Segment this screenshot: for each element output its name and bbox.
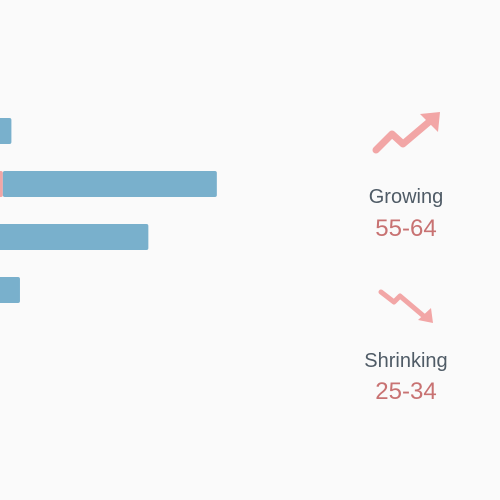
shrinking-label: Shrinking: [364, 350, 448, 372]
growing-age-range: 55-64: [375, 215, 437, 242]
bar-row-1-segment-2: [0, 118, 12, 144]
trend-up-arrow-icon: [372, 112, 440, 154]
trend-down-arrow-icon: [378, 289, 433, 323]
bar-row-2-segment-2: [2, 171, 217, 197]
bar-row-2-segment-1: [0, 171, 3, 197]
bar-row-4-segment-2: [0, 277, 20, 303]
growing-label: Growing: [368, 186, 444, 208]
bar-chart: [0, 118, 217, 303]
shrinking-age-range: 25-34: [375, 378, 437, 405]
bar-row-3-segment-2: [0, 224, 149, 250]
